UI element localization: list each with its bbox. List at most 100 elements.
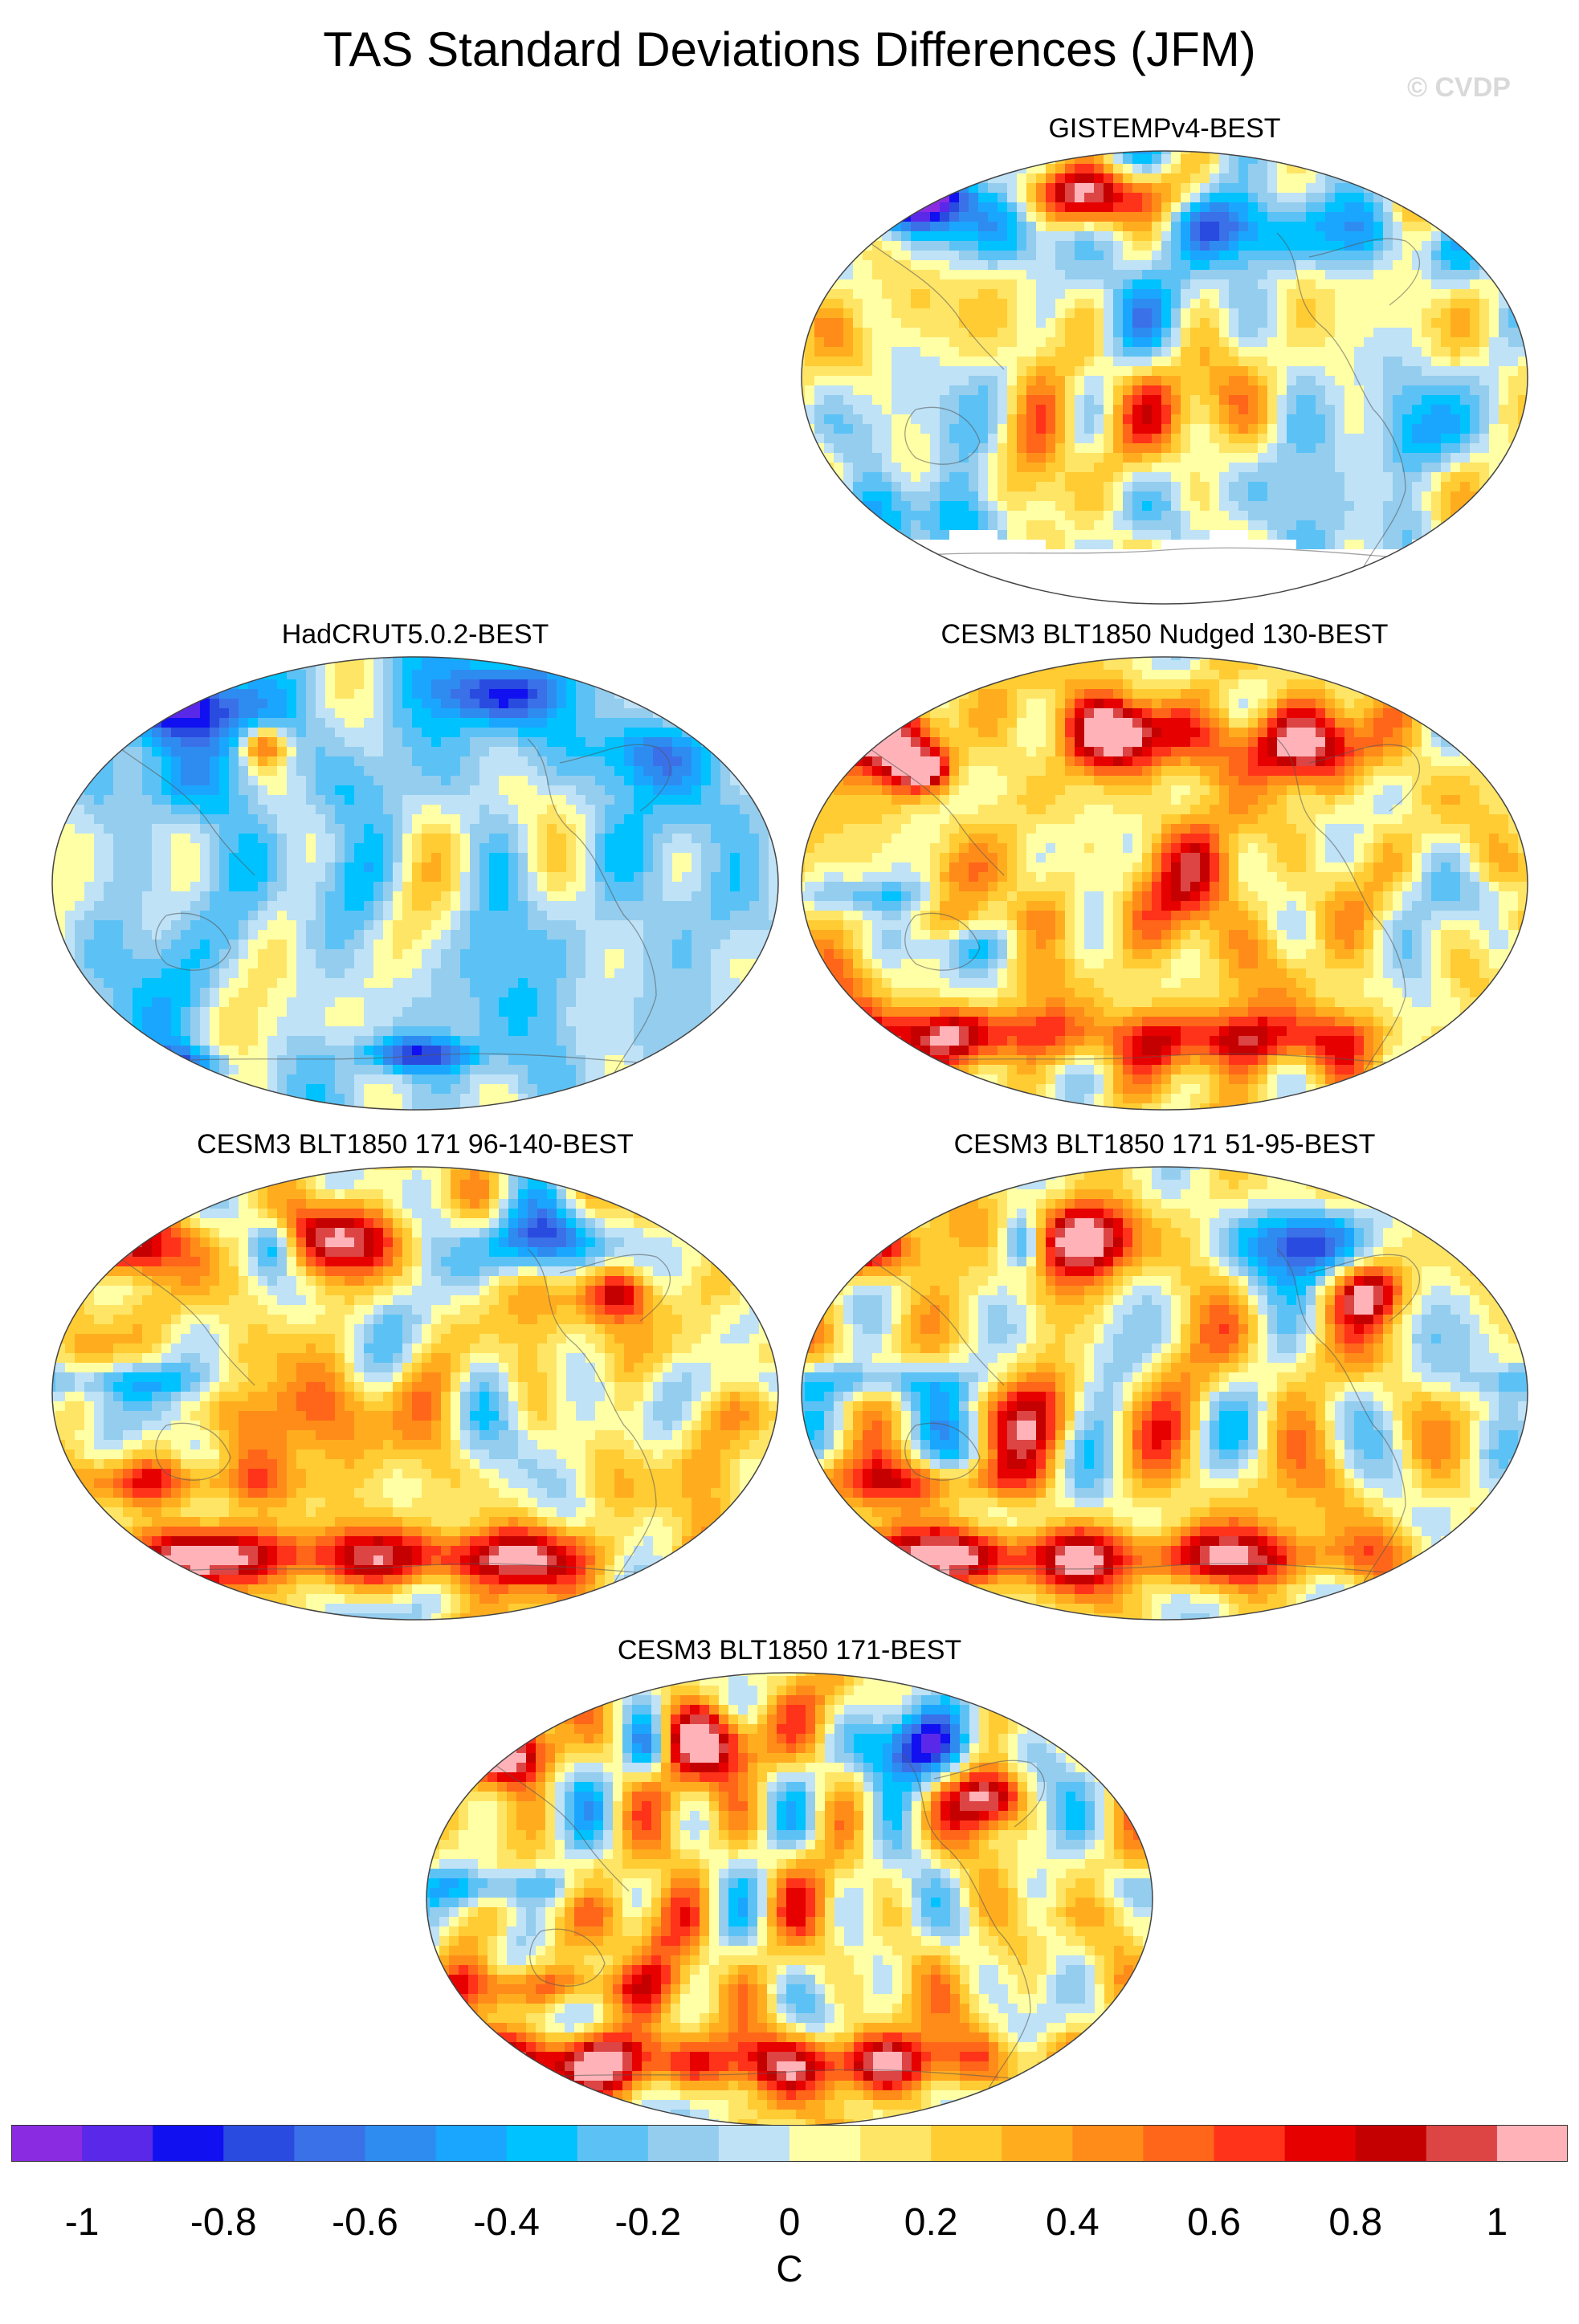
field-cell [1171, 251, 1181, 261]
field-cell [1412, 491, 1422, 502]
field-cell [1017, 231, 1027, 242]
field-cell [1075, 434, 1085, 444]
field-cell [663, 795, 673, 805]
field-cell [863, 434, 873, 444]
field-cell [1007, 222, 1018, 232]
field-cell [1277, 549, 1287, 560]
field-cell [383, 785, 394, 796]
field-cell [759, 891, 769, 902]
field-cell [1181, 183, 1191, 194]
field-cell [219, 776, 230, 786]
field-cell [1325, 491, 1336, 502]
field-cell [778, 891, 785, 902]
field-cell [239, 766, 249, 777]
field-cell [1364, 251, 1374, 261]
field-cell [277, 699, 288, 709]
field-cell [1229, 385, 1239, 396]
field-cell [219, 862, 230, 873]
field-cell [479, 795, 490, 805]
field-cell [470, 756, 480, 767]
field-cell [1422, 405, 1432, 415]
field-cell [84, 843, 95, 854]
field-cell [595, 728, 606, 738]
field-cell [345, 940, 355, 950]
field-cell [451, 882, 461, 892]
field-cell [1104, 212, 1114, 222]
field-cell [489, 699, 500, 709]
field-cell [547, 834, 557, 844]
field-cell [1344, 520, 1355, 531]
field-cell [316, 737, 326, 748]
field-cell [1316, 328, 1326, 338]
field-cell [1287, 318, 1297, 328]
field-cell [1325, 414, 1336, 425]
field-cell [479, 862, 490, 873]
field-cell [1065, 183, 1075, 194]
field-cell [1296, 173, 1307, 184]
field-cell [998, 424, 1008, 434]
field-cell [1287, 299, 1297, 309]
field-cell [441, 853, 451, 863]
field-cell [1065, 347, 1075, 357]
field-cell [843, 357, 854, 367]
field-cell [1104, 347, 1114, 357]
coastlines [859, 232, 1471, 579]
field-cell [1258, 472, 1268, 483]
field-cell [229, 862, 239, 873]
field-cell [1470, 328, 1480, 338]
field-cell [518, 891, 528, 902]
field-cell [1210, 212, 1220, 222]
field-cell [576, 824, 586, 834]
field-cell [489, 891, 500, 902]
field-cell [1142, 193, 1153, 203]
field-cell [1422, 328, 1432, 338]
field-cell [1354, 414, 1365, 425]
field-cell [152, 737, 162, 748]
field-cell [1142, 328, 1153, 338]
field-cell [1248, 164, 1259, 174]
field-cell [1258, 559, 1268, 569]
field-cell [911, 424, 921, 434]
field-cell [1055, 299, 1066, 309]
field-cell [882, 482, 892, 492]
field-cell [335, 718, 345, 728]
field-cell [1219, 376, 1230, 386]
field-cell [1113, 251, 1124, 261]
field-cell [824, 405, 834, 415]
field-cell [325, 670, 336, 680]
field-cell [1306, 357, 1316, 367]
field-cell [1258, 270, 1268, 280]
field-cell [1152, 231, 1162, 242]
field-cell [1364, 434, 1374, 444]
field-cell [364, 660, 374, 671]
field-cell [1075, 154, 1085, 165]
field-cell [460, 660, 471, 671]
field-cell [1181, 318, 1191, 328]
field-cell [1393, 241, 1403, 251]
field-cell [316, 843, 326, 854]
field-cell [1287, 193, 1297, 203]
field-cell [1316, 308, 1326, 319]
field-cell [1325, 424, 1336, 434]
field-cell [1373, 491, 1384, 502]
field-cell [528, 834, 538, 844]
field-cell [267, 843, 278, 854]
field-cell [1258, 501, 1268, 512]
field-cell [1113, 482, 1124, 492]
field-cell [663, 911, 673, 921]
field-cell [1422, 366, 1432, 377]
field-cell [547, 718, 557, 728]
field-cell [1441, 520, 1451, 531]
field-cell [730, 891, 741, 902]
field-cell [969, 376, 979, 386]
field-cell [1181, 366, 1191, 377]
field-cell [1055, 482, 1066, 492]
field-cell [1026, 260, 1037, 271]
field-cell [277, 814, 288, 825]
field-cell [1479, 385, 1490, 396]
field-cell [769, 853, 778, 863]
field-cell [969, 222, 979, 232]
field-cell [181, 834, 191, 844]
field-cell [325, 756, 336, 767]
field-cell [528, 737, 538, 748]
